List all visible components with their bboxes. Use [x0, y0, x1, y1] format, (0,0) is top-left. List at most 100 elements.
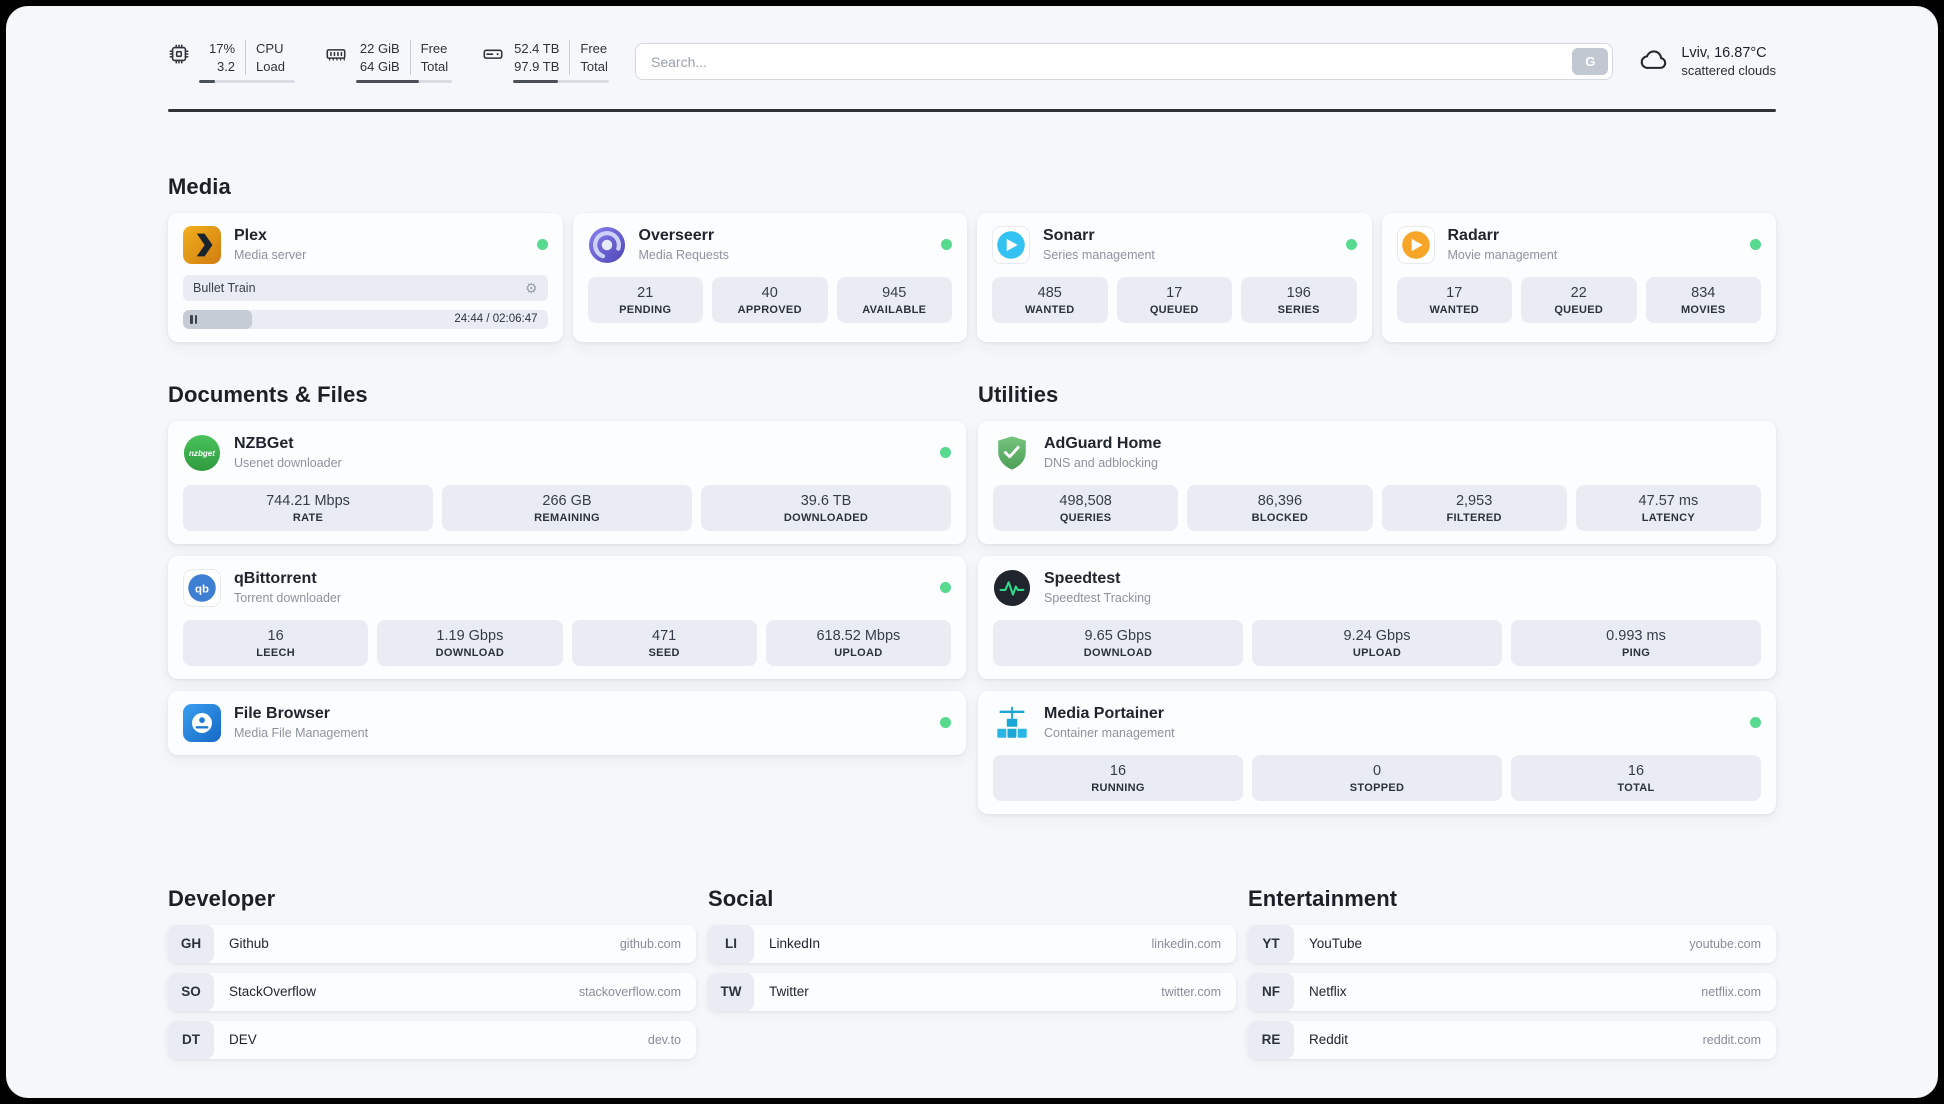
stat-label: STOPPED [1349, 781, 1405, 794]
speedtest-card[interactable]: Speedtest Speedtest Tracking 9.65 Gbps D… [978, 555, 1776, 679]
portainer-titles: Media Portainer Container management [1044, 705, 1175, 740]
nzbget-titles: NZBGet Usenet downloader [234, 435, 342, 470]
playback-progress-fill [183, 309, 253, 329]
system-widgets: 17% CPU 3.2 Load [168, 40, 609, 84]
plex-icon [183, 225, 221, 264]
app-subtitle: Media server [234, 248, 307, 263]
stat-label: UPLOAD [834, 646, 883, 659]
app-title: AdGuard Home [1044, 435, 1162, 453]
bookmark-abbr: TW [708, 972, 754, 1011]
disk-widget: 52.4 TB Free 97.9 TB Total [482, 40, 609, 84]
bookmark-youtube[interactable]: YT YouTube youtube.com [1248, 924, 1776, 963]
bookmark-name: Reddit [1309, 1032, 1349, 1048]
pause-icon[interactable] [190, 314, 193, 324]
memory-total-value: 64 GiB [359, 58, 400, 74]
stat-box: 196 SERIES [1241, 276, 1357, 323]
bookmark-url: netflix.com [1701, 984, 1761, 999]
bookmark-twitter[interactable]: TW Twitter twitter.com [708, 972, 1236, 1011]
svg-text:nzbget: nzbget [189, 448, 215, 457]
stats-row: 498,508 QUERIES 86,396 BLOCKED 2,953 FIL… [993, 484, 1761, 531]
section-title-developer: Developer [168, 885, 276, 911]
stats-row: 9.65 Gbps DOWNLOAD 9.24 Gbps UPLOAD 0.99… [993, 619, 1761, 666]
disk-free-label: Free [569, 40, 609, 58]
cpu-progress-track [199, 80, 295, 84]
cpu-percent: 17% [209, 41, 236, 56]
stat-box: 9.65 Gbps DOWNLOAD [993, 619, 1243, 666]
stat-value: 86,396 [1257, 492, 1303, 509]
disk-widget-values: 52.4 TB Free 97.9 TB Total [513, 40, 609, 76]
stat-value: 498,508 [1059, 492, 1112, 509]
nzbget-card[interactable]: nzbget NZBGet Usenet downloader 74 [168, 420, 966, 544]
overseerr-card-header: Overseerr Media Requests [588, 226, 952, 264]
stat-box: 16 LEECH [183, 619, 369, 666]
stat-box: 744.21 Mbps RATE [183, 484, 433, 531]
weather-location: Lviv, 16.87°C [1681, 45, 1767, 62]
stat-box: 22 QUEUED [1521, 276, 1637, 323]
stat-box: 86,396 BLOCKED [1187, 484, 1373, 531]
stat-value: 16 [267, 627, 284, 644]
app-subtitle: Media File Management [234, 726, 369, 741]
bookmark-url: linkedin.com [1151, 936, 1221, 951]
stat-value: 471 [652, 627, 677, 644]
search-input[interactable] [635, 43, 1614, 81]
stat-value: 618.52 Mbps [816, 627, 901, 644]
bookmark-github[interactable]: GH Github github.com [168, 924, 696, 963]
radarr-icon [1396, 225, 1435, 264]
stat-value: 17 [1446, 284, 1463, 301]
qbittorrent-card[interactable]: qb qBittorrent Torrent downloader [168, 555, 966, 679]
cloud-icon [1639, 44, 1670, 80]
disk-progress-fill [513, 80, 559, 84]
section-documents: Documents & Files nzbget [168, 382, 966, 755]
app-title: Speedtest [1044, 570, 1121, 588]
stat-box: 498,508 QUERIES [993, 484, 1179, 531]
bookmark-name: Twitter [769, 984, 809, 1000]
bookmark-name: DEV [229, 1032, 257, 1048]
stat-label: WANTED [1025, 303, 1075, 316]
plex-card[interactable]: Plex Media server Bullet Train ⚙ [168, 212, 563, 342]
bookmark-stackoverflow[interactable]: SO StackOverflow stackoverflow.com [168, 972, 696, 1011]
stat-box: 16 TOTAL [1511, 754, 1761, 801]
svg-text:qb: qb [195, 583, 209, 595]
stat-value: 196 [1286, 284, 1311, 301]
stat-value: 21 [637, 284, 654, 301]
bookmark-abbr: SO [168, 972, 214, 1011]
memory-total-label: Total [409, 57, 452, 76]
bookmark-dev[interactable]: DT DEV dev.to [168, 1020, 696, 1059]
stat-box: 485 WANTED [992, 276, 1108, 323]
stat-label: UPLOAD [1352, 646, 1402, 659]
adguard-card[interactable]: AdGuard Home DNS and adblocking 498,508 … [978, 420, 1776, 544]
stat-value: 0.993 ms [1606, 627, 1666, 644]
pause-icon[interactable] [194, 314, 197, 324]
sonarr-card[interactable]: Sonarr Series management 485 WANTED 17 Q… [977, 212, 1372, 342]
stat-value: 40 [761, 284, 778, 301]
disk-total-label: Total [569, 57, 609, 76]
radarr-titles: Radarr Movie management [1448, 227, 1558, 262]
radarr-card[interactable]: Radarr Movie management 17 WANTED 22 QUE… [1381, 212, 1776, 342]
bookmark-netflix[interactable]: NF Netflix netflix.com [1248, 972, 1776, 1011]
stats-row: 744.21 Mbps RATE 266 GB REMAINING 39.6 T… [183, 484, 951, 531]
cpu-progress-fill [199, 80, 216, 84]
entertainment-list: YT YouTube youtube.com NF Netflix netfli… [1248, 924, 1776, 1059]
stat-value: 47.57 ms [1638, 492, 1699, 509]
sonarr-icon [992, 225, 1030, 264]
overseerr-card[interactable]: Overseerr Media Requests 21 PENDING 40 A… [572, 212, 967, 342]
filebrowser-card[interactable]: File Browser Media File Management [168, 690, 966, 755]
portainer-card[interactable]: Media Portainer Container management 16 … [978, 690, 1776, 814]
app-subtitle: Speedtest Tracking [1044, 591, 1152, 606]
bookmark-reddit[interactable]: RE Reddit reddit.com [1248, 1020, 1776, 1059]
bookmark-linkedin[interactable]: LI LinkedIn linkedin.com [708, 924, 1236, 963]
bookmark-name: Github [229, 936, 269, 952]
speedtest-card-header: Speedtest Speedtest Tracking [993, 569, 1761, 607]
sonarr-titles: Sonarr Series management [1043, 227, 1155, 262]
bookmark-name: Netflix [1309, 984, 1347, 1000]
app-title: Media Portainer [1044, 705, 1165, 723]
stat-box: 16 RUNNING [993, 754, 1243, 801]
gear-icon[interactable]: ⚙ [524, 279, 538, 296]
search-engine-button[interactable]: G [1572, 48, 1609, 76]
stat-label: QUEUED [1149, 303, 1199, 316]
stat-label: MOVIES [1680, 303, 1726, 316]
app-subtitle: Media Requests [638, 248, 729, 263]
stats-row: 21 PENDING 40 APPROVED 945 AVAILABLE [587, 276, 952, 323]
stat-box: 0 STOPPED [1252, 754, 1502, 801]
stat-value: 1.19 Gbps [436, 627, 504, 644]
